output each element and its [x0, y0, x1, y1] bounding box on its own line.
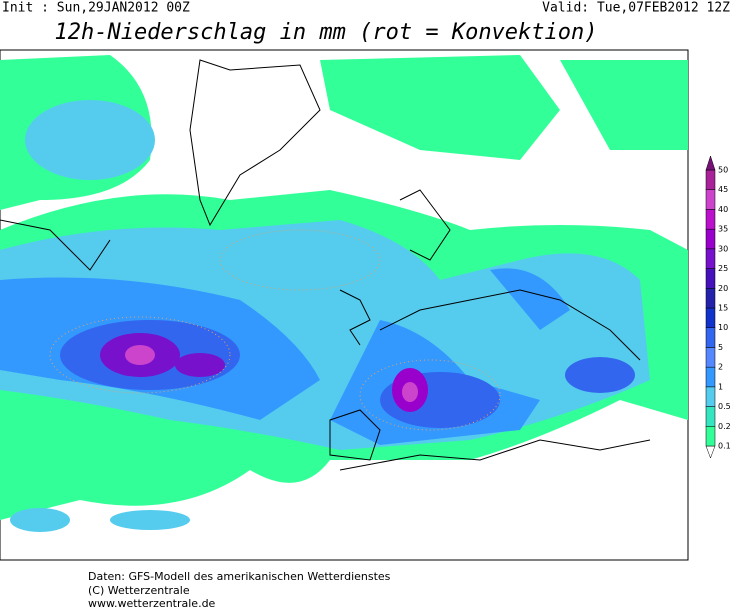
colorbar-swatch [705, 228, 716, 250]
init-text: Init : Sun,29JAN2012 00Z [2, 1, 190, 16]
footer-line: www.wetterzentrale.de [88, 597, 216, 609]
colorbar-swatch [705, 268, 716, 289]
colorbar-label: 15 [718, 304, 728, 313]
colorbar-label: 0.5 [718, 402, 731, 411]
colorbar-swatch [705, 248, 716, 269]
footer-line: Daten: GFS-Modell des amerikanischen Wet… [88, 570, 391, 583]
colorbar-label: 0.2 [718, 422, 731, 431]
colorbar-swatch [705, 189, 716, 210]
convection-contours [49, 229, 501, 431]
colorbar-swatch [705, 406, 716, 427]
footer-line: (C) Wetterzentrale [88, 584, 190, 597]
colorbar-swatch [705, 155, 716, 171]
colorbar-label: 50 [718, 166, 728, 175]
colorbar-label: 40 [718, 205, 728, 214]
colorbar-label: 35 [718, 225, 728, 234]
colorbar-swatch [705, 209, 716, 230]
colorbar-swatch [705, 327, 716, 348]
colorbar-swatch [705, 169, 716, 190]
colorbar-swatch [705, 426, 716, 447]
colorbar-swatch [705, 347, 716, 368]
map [0, 49, 689, 561]
valid-text: Valid: Tue,07FEB2012 12Z [542, 1, 730, 16]
colorbar-swatch [705, 307, 716, 328]
map-title: 12h-Niederschlag in mm (rot = Konvektion… [54, 20, 597, 45]
colorbar-label: 10 [718, 323, 728, 332]
colorbar-label: 25 [718, 264, 728, 273]
colorbar-swatch [705, 386, 716, 407]
colorbar-label: 1 [718, 382, 723, 391]
colorbar-swatch [705, 288, 716, 309]
colorbar-label: 30 [718, 244, 728, 253]
colorbar-swatch [705, 366, 716, 388]
coastlines [0, 59, 651, 471]
colorbar-label: 20 [718, 284, 728, 293]
colorbar-label: 45 [718, 185, 728, 194]
colorbar-label: 5 [718, 343, 723, 352]
precip-fields [0, 55, 688, 532]
colorbar-label: 0.1 [718, 442, 731, 451]
colorbar-label: 2 [718, 363, 723, 372]
colorbar-bottom [705, 445, 716, 459]
